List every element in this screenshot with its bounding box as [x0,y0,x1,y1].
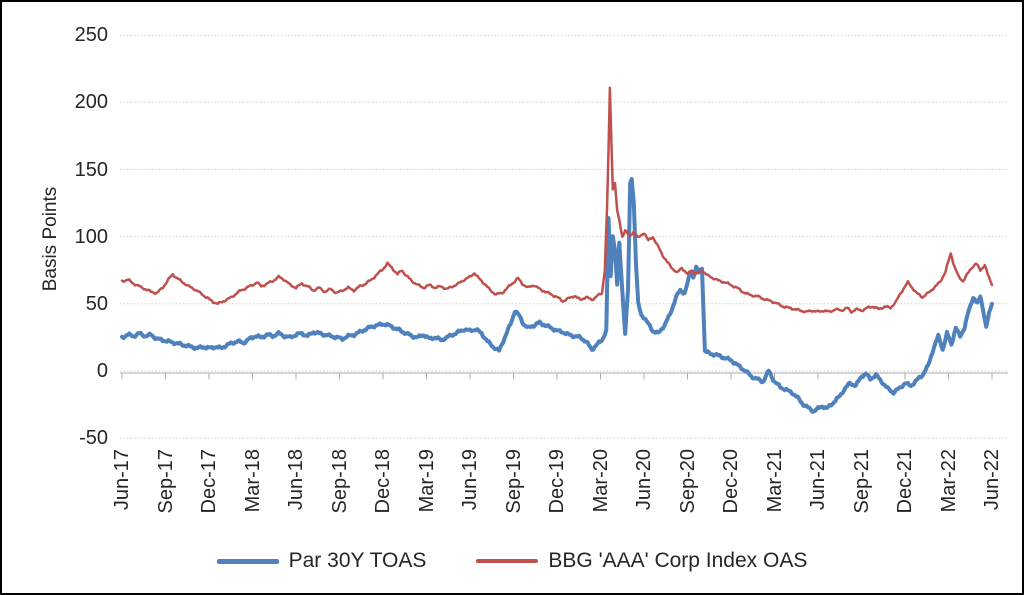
y-tick-label: 250 [74,24,108,46]
x-tick-label: Sep-20 [677,449,699,514]
x-tick-label: Sep-17 [155,449,177,514]
y-tick-label: -50 [79,427,108,449]
x-tick-label: Dec-20 [720,449,742,514]
x-tick-label: Mar-22 [938,449,960,513]
x-tick-label: Mar-21 [764,449,786,513]
y-tick-label: 50 [85,293,108,315]
legend-label-bbg-aaa-corp-index-oas: BBG 'AAA' Corp Index OAS [548,549,808,572]
x-tick-label: Dec-21 [894,449,916,514]
y-tick-label: 100 [74,226,108,248]
x-tick-label: Mar-20 [590,449,612,513]
legend-item-par-30y-toas: Par 30Y TOAS [216,549,427,573]
x-tick-label: Dec-19 [546,449,568,514]
y-tick-label: 0 [96,360,108,382]
x-tick-label: Jun-18 [285,449,307,511]
x-tick-label: Jun-21 [807,449,829,511]
legend-item-bbg-aaa-corp-index-oas: BBG 'AAA' Corp Index OAS [476,549,807,573]
x-tick-label: Sep-19 [503,449,525,514]
x-tick-label: Jun-19 [459,449,481,511]
x-tick-label: Sep-21 [851,449,873,514]
x-tick-label: Sep-18 [329,449,351,514]
chart-legend: Par 30Y TOAS BBG 'AAA' Corp Index OAS [2,549,1022,573]
x-tick-label: Mar-18 [242,449,264,513]
legend-label-par-30y-toas: Par 30Y TOAS [288,549,427,572]
series-line-par-30y-toas [120,177,994,414]
series-line-bbg-aaa-corp-index-oas [120,86,994,314]
x-tick-label: Dec-17 [198,449,220,514]
x-tick-label: Jun-20 [633,449,655,511]
x-tick-label: Jun-17 [111,449,133,511]
x-tick-label: Jun-22 [981,449,1003,511]
x-tick-label: Dec-18 [372,449,394,514]
y-tick-label: 150 [74,159,108,181]
legend-line-blue [216,558,279,564]
x-tick-label: Mar-19 [416,449,438,513]
y-tick-label: 200 [74,91,108,113]
legend-line-red [476,559,539,563]
